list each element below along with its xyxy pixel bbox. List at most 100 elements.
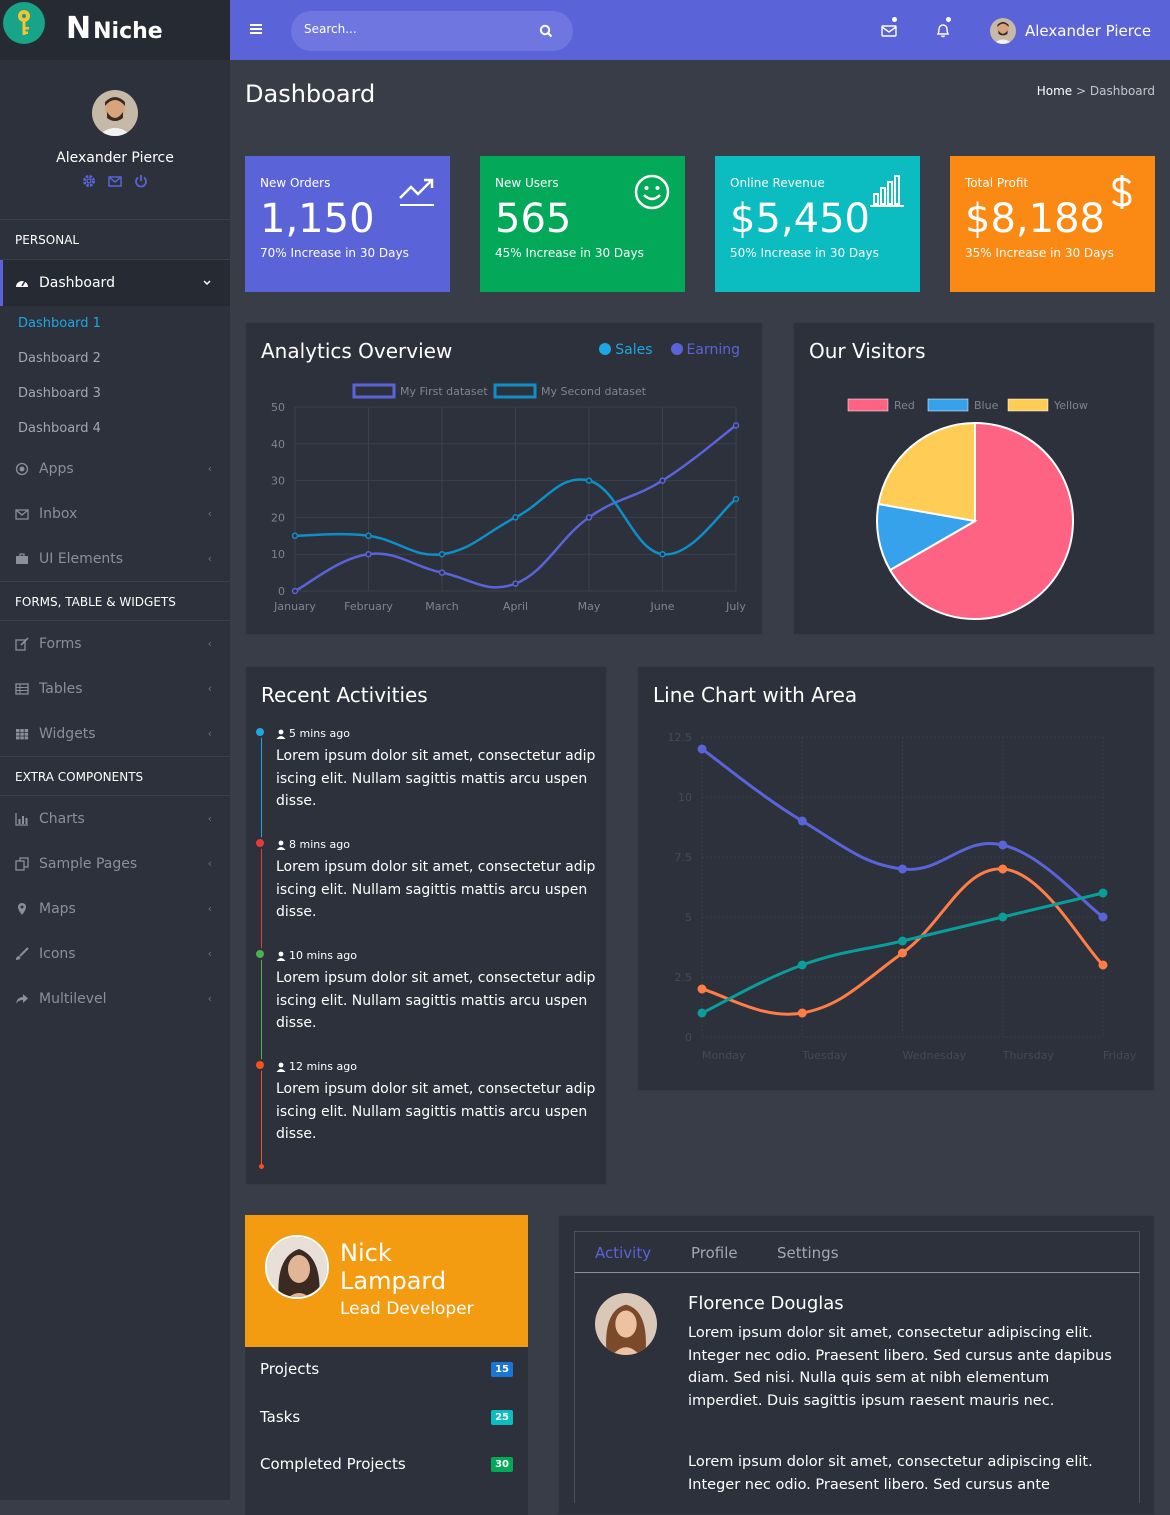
sidebar-item-multilevel[interactable]: Multilevel ‹	[0, 976, 230, 1021]
area-chart-card: Line Chart with Area 0 2.5 5 7.5 10 12.5 Monda…	[637, 666, 1155, 1091]
bell-icon[interactable]	[934, 21, 952, 39]
stat-card-total-profit: Total Profit $8,188 35% Increase in 30 D…	[950, 156, 1155, 292]
tab-activity[interactable]: Activity	[595, 1244, 652, 1262]
count-badge: 25	[491, 1409, 513, 1425]
sidebar-item-tables[interactable]: Tables ‹	[0, 666, 230, 711]
sidebar-sub-dashboard-3[interactable]: Dashboard 3	[18, 386, 101, 401]
key-icon[interactable]	[3, 2, 45, 44]
section-extra: EXTRA COMPONENTS	[0, 756, 230, 796]
legend-label: Red	[894, 399, 915, 412]
user-icon	[276, 951, 286, 961]
sidebar-item-apps[interactable]: Apps ‹	[0, 446, 230, 491]
post-text: Lorem ipsum dolor sit amet, consectetur …	[688, 1454, 1093, 1493]
data-point	[732, 495, 740, 503]
visitors-card: Our Visitors Red Blue Yellow	[793, 322, 1155, 635]
sidebar-item-label: Multilevel	[39, 990, 107, 1007]
analytics-title: Analytics Overview	[261, 339, 453, 363]
stat-subtext: 35% Increase in 30 Days	[965, 246, 1114, 260]
trending-up-icon	[399, 178, 434, 206]
brand-logo[interactable]: N Niche	[66, 14, 163, 44]
brand-name: Niche	[93, 19, 163, 44]
x-tick-label: Thursday	[1002, 1049, 1055, 1062]
data-point	[697, 984, 707, 994]
search-input[interactable]	[304, 22, 534, 36]
sidebar-item-inbox[interactable]: Inbox ‹	[0, 491, 230, 536]
sidebar-item-sample-pages[interactable]: Sample Pages ‹	[0, 841, 230, 886]
user-menu[interactable]: Alexander Pierce	[990, 18, 1151, 44]
avatar[interactable]	[92, 90, 138, 136]
sidebar-item-label: Charts	[39, 810, 85, 827]
power-icon[interactable]	[134, 174, 148, 188]
user-icon	[276, 729, 286, 739]
avatar	[990, 18, 1016, 44]
sidebar-item-icons[interactable]: Icons ‹	[0, 931, 230, 976]
x-tick-label: Tuesday	[801, 1049, 847, 1062]
data-point	[697, 744, 707, 754]
sidebar-sub-dashboard-4[interactable]: Dashboard 4	[18, 421, 101, 436]
tab-settings[interactable]: Settings	[777, 1244, 839, 1262]
sidebar-item-dashboard[interactable]: Dashboard	[0, 260, 230, 306]
stat-subtext: 50% Increase in 30 Days	[730, 246, 879, 260]
sidebar-item-label: UI Elements	[39, 550, 124, 567]
legend-sales[interactable]: Sales	[599, 342, 653, 358]
data-point	[998, 912, 1008, 922]
profile-row-label: Tasks	[260, 1408, 301, 1426]
data-point	[365, 532, 372, 540]
stat-label: Total Profit	[965, 176, 1029, 190]
gear-icon[interactable]	[82, 174, 96, 188]
tab-content: Florence Douglas Lorem ipsum dolor sit a…	[574, 1273, 1140, 1503]
legend-earning[interactable]: Earning	[670, 342, 740, 358]
profile-row-label: Projects	[260, 1360, 320, 1378]
sidebar-sub-dashboard-1[interactable]: Dashboard 1	[18, 316, 101, 331]
activity-item: 5 mins ago Lorem ipsum dolor sit amet, co…	[254, 726, 596, 813]
legend-swatch	[493, 383, 537, 399]
search-icon[interactable]	[539, 24, 553, 38]
timeline-line	[261, 844, 262, 955]
mail-icon[interactable]	[108, 174, 122, 188]
envelope-icon[interactable]	[880, 21, 898, 39]
profile-avatar[interactable]	[265, 1235, 329, 1299]
legend-swatch	[927, 398, 969, 412]
x-tick-label: Friday	[1103, 1049, 1137, 1062]
notification-dot	[892, 17, 897, 22]
tab-profile[interactable]: Profile	[691, 1244, 738, 1262]
stat-value: 1,150	[260, 196, 375, 242]
x-tick-label: Wednesday	[903, 1049, 967, 1062]
topbar: Alexander Pierce	[230, 0, 1170, 60]
chevron-left-icon: ‹	[207, 507, 212, 520]
post-avatar[interactable]	[595, 1293, 657, 1355]
chevron-left-icon: ‹	[207, 727, 212, 740]
profile-row-tasks[interactable]: Tasks 25	[260, 1408, 513, 1426]
legend-dot	[599, 343, 612, 355]
sidebar-item-charts[interactable]: Charts ‹	[0, 796, 230, 841]
stat-subtext: 70% Increase in 30 Days	[260, 246, 409, 260]
brand-letter: N	[66, 11, 92, 46]
chevron-left-icon: ‹	[207, 462, 212, 475]
sidebar-item-widgets[interactable]: Widgets ‹	[0, 711, 230, 756]
brush-icon	[16, 946, 29, 960]
chevron-left-icon: ‹	[207, 947, 212, 960]
sidebar-item-label: Icons	[39, 945, 76, 962]
activity-time: 8 mins ago	[289, 838, 350, 851]
data-point	[1098, 912, 1108, 922]
area-chart-title: Line Chart with Area	[653, 683, 858, 707]
activity-time-row: 12 mins ago	[276, 1060, 596, 1073]
dashboard-icon	[16, 280, 28, 287]
post-text: Lorem ipsum dolor sit amet, consectetur …	[688, 1325, 1112, 1409]
legend-label: Yellow	[1053, 399, 1088, 412]
activity-time-row: 8 mins ago	[276, 838, 596, 851]
sidebar-item-forms[interactable]: Forms ‹	[0, 621, 230, 666]
sidebar-item-maps[interactable]: Maps ‹	[0, 886, 230, 931]
timeline-dot	[254, 726, 266, 738]
logo-bar: N Niche	[0, 0, 230, 60]
profile-row-projects[interactable]: Projects 15	[260, 1360, 513, 1378]
legend-dot	[670, 343, 683, 355]
page-title: Dashboard	[245, 80, 376, 108]
legend-earning-label: Earning	[686, 342, 740, 358]
profile-row-completed[interactable]: Completed Projects 30	[260, 1455, 513, 1473]
sidebar-item-ui-elements[interactable]: UI Elements ‹	[0, 536, 230, 581]
activity-time: 12 mins ago	[289, 1060, 357, 1073]
menu-icon[interactable]	[250, 24, 262, 34]
breadcrumb-home[interactable]: Home	[1036, 84, 1073, 98]
sidebar-sub-dashboard-2[interactable]: Dashboard 2	[18, 351, 101, 366]
